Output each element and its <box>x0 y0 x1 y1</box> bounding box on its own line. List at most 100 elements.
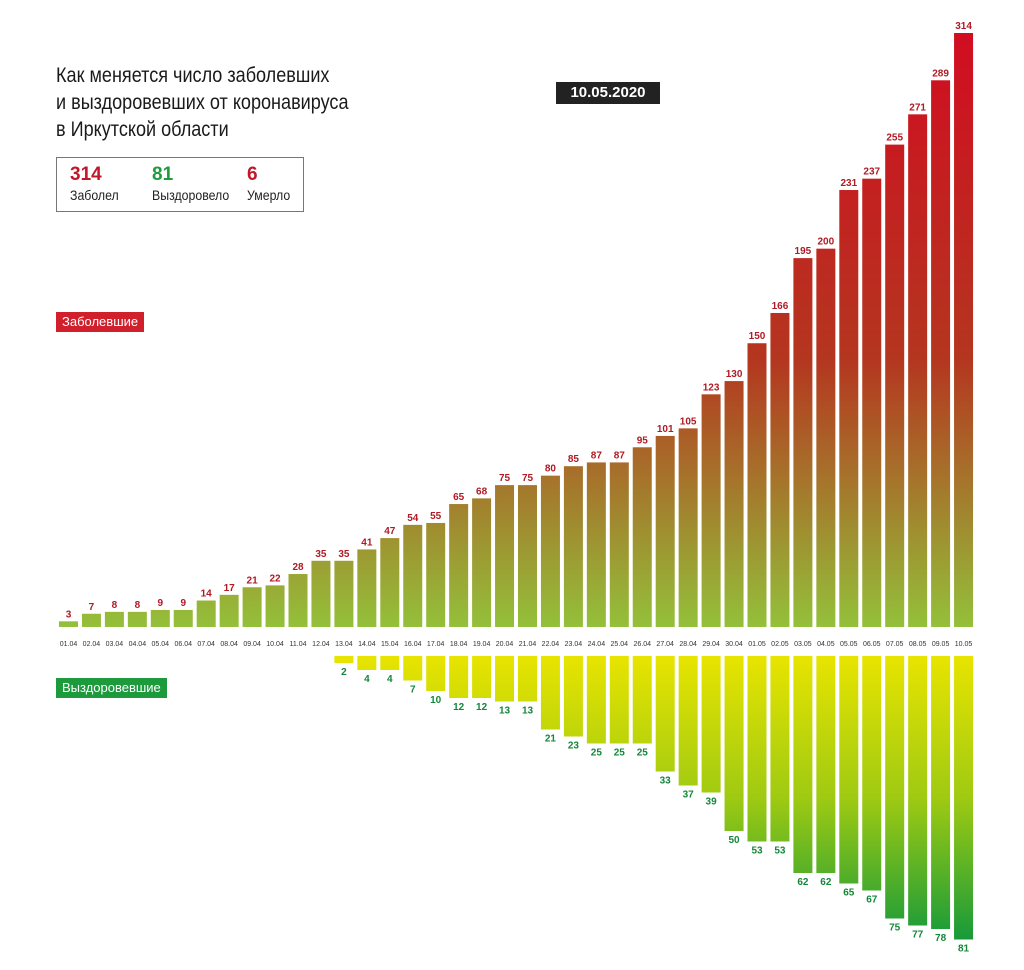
date-tick-label: 26.04 <box>633 641 651 648</box>
infected-value-label: 9 <box>180 598 186 609</box>
infected-value-label: 195 <box>795 246 812 257</box>
recovered-value-label: 21 <box>545 734 557 745</box>
infected-bar <box>59 621 78 627</box>
stat-recovered: 81 Выздоровело <box>152 164 240 204</box>
infected-bar <box>655 435 675 627</box>
date-tick-label: 03.04 <box>106 641 124 648</box>
infected-value-label: 123 <box>703 382 720 393</box>
date-tick-label: 23.04 <box>565 641 583 648</box>
infected-value-label: 95 <box>637 435 649 446</box>
infected-value-label: 75 <box>522 473 534 484</box>
date-tick-label: 03.05 <box>794 641 812 648</box>
infected-bar <box>954 33 974 627</box>
infected-bar <box>219 594 239 627</box>
recovered-bar <box>472 656 492 698</box>
stat-infected-label: Заболел <box>70 187 119 203</box>
recovered-bar <box>449 656 469 698</box>
infected-value-label: 101 <box>657 424 674 435</box>
date-tick-label: 04.04 <box>129 641 147 648</box>
infected-value-label: 55 <box>430 511 442 522</box>
infected-bar <box>426 522 446 627</box>
infected-bar <box>724 381 744 627</box>
stat-recovered-value: 81 <box>152 164 174 185</box>
title-line-1: Как меняется число заболевших <box>56 64 330 87</box>
infected-value-label: 41 <box>361 537 373 548</box>
infected-bar <box>242 587 262 627</box>
infected-value-label: 47 <box>384 526 396 537</box>
recovered-value-label: 10 <box>430 695 442 706</box>
infected-value-label: 17 <box>224 583 236 594</box>
infected-bar <box>931 80 951 628</box>
infected-bar <box>357 549 377 627</box>
date-tick-label: 09.04 <box>243 641 261 648</box>
chart-title: Как меняется число заболевших и выздоров… <box>56 62 349 143</box>
recovered-bar <box>678 656 698 786</box>
stats-box: 314 Заболел 81 Выздоровело 6 Умерло <box>56 157 304 212</box>
recovered-value-label: 62 <box>797 877 809 888</box>
recovered-value-label: 25 <box>614 748 626 759</box>
date-tick-label: 27.04 <box>656 641 674 648</box>
date-tick-label: 17.04 <box>427 641 445 648</box>
recovered-value-label: 53 <box>774 846 786 857</box>
recovered-value-label: 25 <box>637 748 649 759</box>
date-tick-label: 30.04 <box>725 641 743 648</box>
recovered-bar <box>563 656 583 737</box>
recovered-value-label: 77 <box>912 930 924 941</box>
infected-bar <box>449 504 469 627</box>
recovered-bar <box>632 656 652 744</box>
date-tick-label: 20.04 <box>496 641 514 648</box>
date-tick-label: 06.04 <box>174 641 192 648</box>
recovered-value-label: 65 <box>843 888 855 899</box>
infected-value-label: 80 <box>545 464 557 475</box>
recovered-value-label: 33 <box>660 776 672 787</box>
date-tick-label: 02.05 <box>771 641 789 648</box>
recovered-bar <box>816 656 836 873</box>
date-tick-label: 05.04 <box>152 641 170 648</box>
infected-value-label: 237 <box>863 167 880 178</box>
recovered-value-label: 39 <box>706 797 718 808</box>
recovered-bar <box>380 656 400 670</box>
date-tick-label: 25.04 <box>611 641 629 648</box>
infected-value-label: 105 <box>680 416 697 427</box>
infected-bar <box>196 600 216 627</box>
infected-bar <box>862 178 882 627</box>
infected-bar <box>173 609 193 627</box>
infected-bar <box>518 485 537 627</box>
date-tick-label: 21.04 <box>519 641 537 648</box>
date-tick-label: 02.04 <box>83 641 101 648</box>
recovered-value-label: 2 <box>341 667 347 678</box>
recovered-bar <box>334 656 354 663</box>
infected-bar <box>747 343 767 627</box>
date-tick-label: 08.04 <box>220 641 238 648</box>
infected-bar <box>495 485 515 627</box>
recovered-bar <box>793 656 813 873</box>
recovered-value-label: 4 <box>364 674 370 685</box>
infected-value-label: 35 <box>315 549 327 560</box>
recovered-value-label: 12 <box>453 702 465 713</box>
date-tick-label: 22.04 <box>542 641 560 648</box>
infected-value-label: 35 <box>338 549 350 560</box>
infected-bar <box>885 144 905 628</box>
stat-deaths-label: Умерло <box>247 187 291 203</box>
infected-bar <box>609 462 629 627</box>
recovered-bar <box>357 656 377 670</box>
recovered-value-label: 75 <box>889 923 901 934</box>
infected-value-label: 87 <box>614 450 626 461</box>
infected-bar <box>150 609 170 627</box>
stat-deaths: 6 Умерло <box>247 164 296 204</box>
recovered-bar <box>908 656 928 926</box>
recovered-value-label: 25 <box>591 748 603 759</box>
infected-value-label: 200 <box>818 237 835 248</box>
infected-value-label: 271 <box>909 102 926 113</box>
title-line-3: в Иркутской области <box>56 118 229 141</box>
infected-bar <box>540 475 560 627</box>
recovered-value-label: 50 <box>728 835 740 846</box>
infected-value-label: 87 <box>591 450 603 461</box>
recovered-bar <box>931 656 951 929</box>
date-tick-label: 10.05 <box>955 641 973 648</box>
recovered-value-label: 81 <box>958 944 970 955</box>
infected-value-label: 14 <box>201 589 213 600</box>
date-tick-label: 28.04 <box>679 641 697 648</box>
recovered-bar <box>403 656 423 681</box>
